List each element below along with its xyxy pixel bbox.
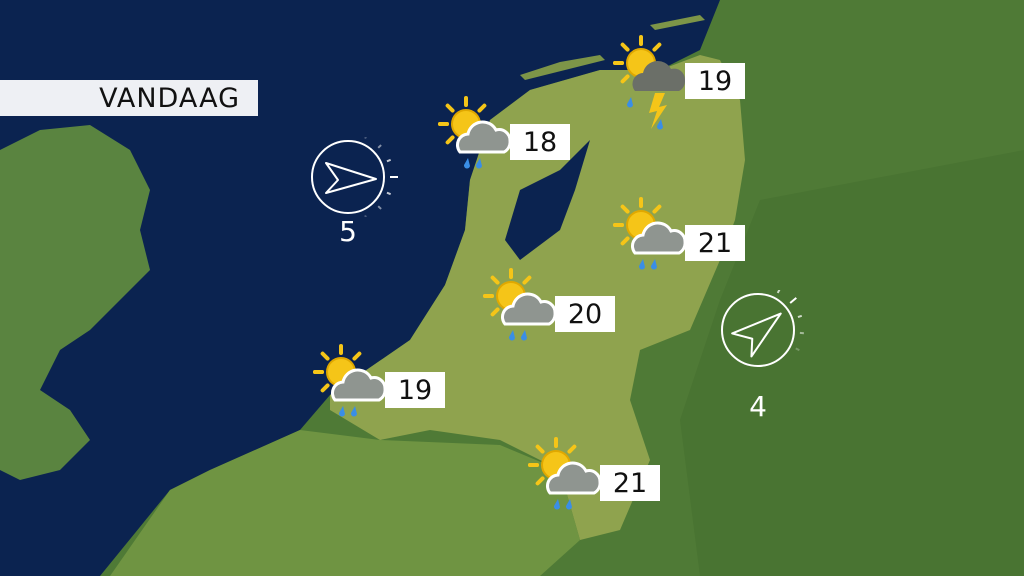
temperature-label: 18 [510, 124, 570, 160]
temperature-label: 19 [685, 63, 745, 99]
forecast-station: 21 [528, 437, 668, 527]
temperature-label: 19 [385, 372, 445, 408]
wadden-islands [520, 15, 705, 80]
forecast-station: 20 [483, 268, 623, 358]
wind-arrow-northeast-icon [721, 290, 804, 367]
sun-cloud-rain-icon [313, 344, 387, 417]
wind-indicator: 4 [708, 290, 808, 423]
ijsselmeer [505, 140, 590, 260]
wind-force: 4 [749, 390, 767, 423]
temperature-label: 21 [685, 225, 745, 261]
temperature-label: 20 [555, 296, 615, 332]
wind-force: 5 [339, 215, 357, 248]
forecast-station: 21 [613, 197, 753, 287]
sun-thunderstorm-icon[interactable] [613, 35, 693, 135]
wind-indicator: 5 [298, 137, 398, 248]
forecast-station: 19 [613, 35, 753, 130]
forecast-station: 18 [438, 96, 578, 186]
sun-cloud-rain-icon [438, 96, 512, 169]
temperature-label: 21 [600, 465, 660, 501]
forecast-station: 19 [313, 344, 453, 434]
sun-cloud-rain-icon [528, 437, 602, 510]
land-uk [0, 125, 150, 480]
wind-arrow-east-icon [311, 137, 398, 217]
title-banner: VANDAAG [0, 80, 258, 116]
sun-cloud-rain-icon [483, 268, 557, 341]
title: VANDAAG [99, 82, 240, 114]
sun-cloud-rain-icon [613, 197, 687, 270]
